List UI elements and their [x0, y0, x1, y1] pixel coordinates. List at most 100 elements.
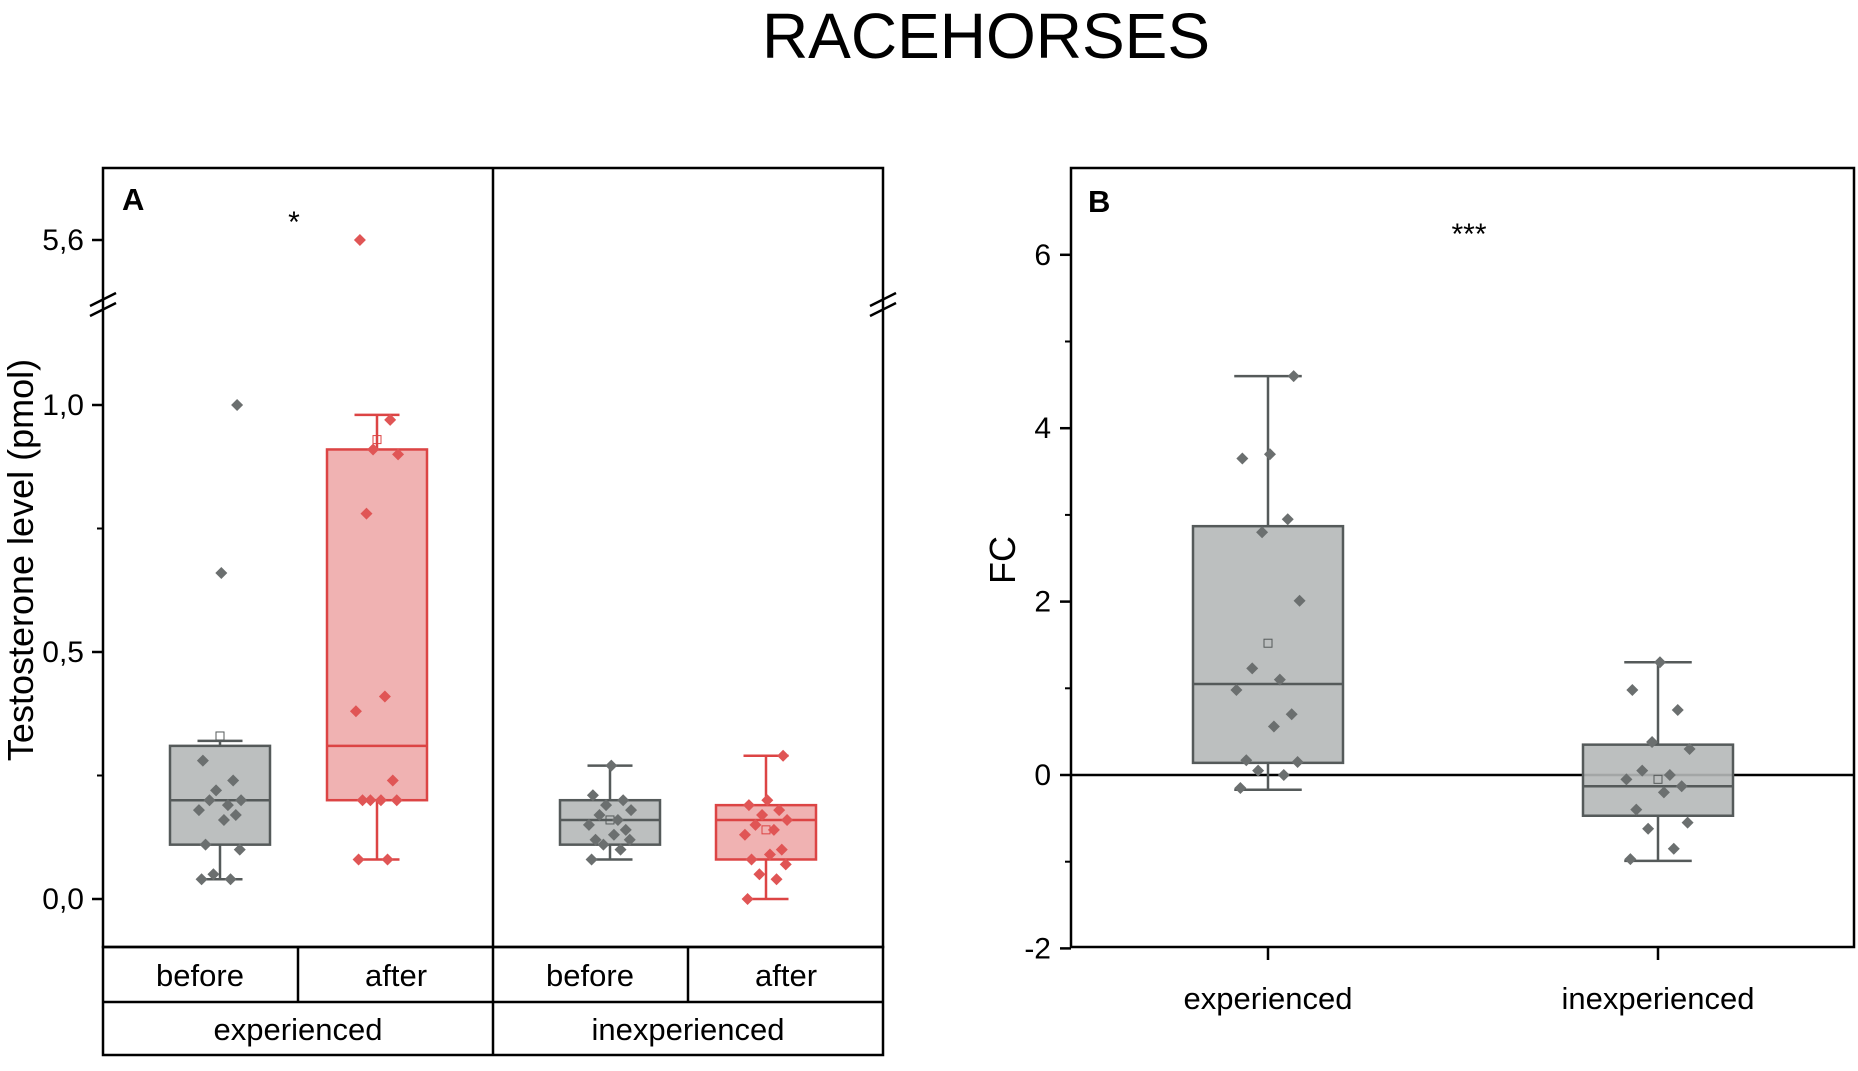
panel-a-inexperienced-after-data-point [742, 799, 755, 812]
panel-a-experienced-before-data-point [221, 799, 234, 812]
panel-a-y-ticks: 0,0 0,5 1,0 5,6 [42, 224, 103, 916]
panel-a-experienced-before-box [168, 744, 272, 846]
panel-b-experienced-box [1191, 524, 1345, 765]
panel-a-experienced-before-data-point [224, 873, 237, 886]
panel-a-experienced-before-data-point [215, 566, 228, 579]
panel-b-experienced-data-point [1285, 708, 1298, 721]
panel-b-inexperienced-data-point [1653, 656, 1666, 669]
panel-a-inexperienced-after-data-point [770, 873, 783, 886]
panel-a-experienced-before-data-point [231, 399, 244, 411]
panel-b-inexperienced-data-point [1636, 764, 1649, 777]
panel-a-letter: A [122, 182, 144, 217]
panel-b-experienced-data-point [1263, 448, 1276, 461]
panel-a-experienced-after-data-point [392, 448, 405, 461]
panel-b-x-tick-label: experienced [1184, 981, 1353, 1016]
panel-b-experienced-mean-marker [1263, 638, 1273, 648]
panel-a-experienced-before-data-point [207, 868, 220, 881]
panel-a-experienced-after-data-point [364, 794, 377, 807]
panel-b-inexperienced-data-point [1667, 842, 1680, 855]
panel-b-y-tick-label: 0 [1034, 759, 1051, 792]
panel-a-inexperienced-before-box [558, 798, 662, 846]
panel-a-experienced-before-data-point [227, 774, 240, 787]
panel-a-experienced-before-data-point [196, 754, 209, 767]
panel-a-y-tick-label: 0,0 [42, 883, 84, 916]
panel-a-condition-label: after [755, 958, 817, 993]
panel-b-experienced-data-point [1267, 720, 1280, 733]
panel-b-experienced-data-point [1291, 755, 1304, 768]
panel-a-experienced-after-data-point [384, 413, 397, 426]
panel-b-experienced-data-point [1236, 452, 1249, 465]
panel-a-inexperienced-before-data-point [586, 789, 599, 802]
panel-a-condition-label: before [546, 958, 634, 993]
panel-b-experienced-data-point [1252, 764, 1265, 777]
panel-b-inexperienced-data-point [1620, 773, 1633, 786]
panel-b-experienced-data-point [1240, 754, 1253, 767]
panel-a-inexperienced-after-data-point [741, 893, 754, 905]
panel-a-inexperienced-before-data-point [607, 828, 620, 841]
panel-a-inexperienced-before-data-point [614, 843, 627, 856]
panel-a-inexperienced-after-data-point [779, 858, 792, 871]
panel-b-experienced-data-point [1273, 673, 1286, 686]
panel-a-experienced-after-mean-marker [372, 435, 382, 445]
panel-a-inexperienced-before-data-point [585, 853, 598, 866]
panel-a-inexperienced-after-data-point [749, 818, 762, 831]
panel-a-inexperienced-after-data-point [781, 813, 794, 826]
panel-a-experienced-before-data-point [199, 838, 212, 851]
panel-b-inexperienced-data-point [1624, 853, 1637, 866]
panel-b-significance: *** [1451, 218, 1486, 251]
panel-a-experienced-before-data-point [192, 804, 205, 817]
panel-a-experienced-before-mean-marker [215, 731, 225, 741]
panel-a-experienced-after-data-point [353, 234, 366, 246]
panel-a-experienced-before-data-point [233, 843, 246, 856]
panel-a-inexperienced-after-data-point [756, 809, 769, 822]
panel-b-inexperienced-data-point [1646, 736, 1659, 749]
panel-b-experienced-data-point [1230, 684, 1243, 697]
panel-a-inexperienced-before-data-point [611, 813, 624, 826]
panel-a-experienced-after-data-point [374, 794, 387, 807]
panel-a-experienced-before-data-point [217, 813, 230, 826]
panel-a-inexperienced-before-data-point [619, 823, 632, 836]
panel-a-experienced-after-data-point [349, 705, 362, 718]
panel-b-experienced-data-point [1234, 782, 1247, 795]
panel-a-inexperienced-after-box [714, 803, 818, 861]
panel-b-boxes [1191, 370, 1735, 866]
panel-b-inexperienced-data-point [1630, 803, 1643, 816]
panel-b-y-tick-label: 6 [1034, 239, 1051, 272]
panel-a-break-mark-right [869, 291, 897, 318]
panel-a-inexperienced-after-data-point [745, 853, 758, 866]
panel-b-inexperienced-data-point [1663, 769, 1676, 781]
panel-b-inexperienced-data-point [1657, 786, 1670, 799]
panel-a-inexperienced-after-data-point [763, 848, 776, 861]
panel-b-x-tick-label: inexperienced [1561, 981, 1754, 1016]
panel-b-experienced-data-point [1293, 594, 1306, 607]
panel-b-inexperienced-box [1581, 743, 1735, 817]
panel-a-inexperienced-after-data-point [775, 843, 788, 856]
panel-b-inexperienced-data-point [1642, 822, 1655, 835]
panel-a-experienced-after-box [325, 448, 429, 802]
panel-a-experienced-after-data-point [378, 690, 391, 703]
panel-a-experienced-after-data-point [386, 774, 399, 787]
panel-b-frame [1069, 166, 1856, 949]
panel-a-inexperienced-before-data-point [625, 804, 638, 817]
panel-b-y-tick-label: 2 [1034, 586, 1051, 619]
panel-a-experienced-before-data-point [210, 784, 223, 797]
panel-a-inexperienced-after-data-point [761, 794, 774, 807]
panel-a-experienced-after-data-point [390, 794, 403, 807]
panel-a-y-tick-label: 1,0 [42, 389, 84, 422]
panel-a-y-tick-label: 5,6 [42, 224, 84, 257]
panel-a-experienced-before-data-point [229, 809, 242, 822]
panel-a-condition-label: before [156, 958, 244, 993]
panel-b-inexperienced-mean-marker [1653, 774, 1663, 784]
panel-b-inexperienced-data-point [1671, 703, 1684, 716]
panel-a-experienced-after-data-point [381, 853, 394, 866]
panel-a-experienced-before-data-point [195, 873, 208, 886]
panel-a-experienced-before-data-point [203, 794, 216, 807]
panel-a-experienced-after-data-point [352, 853, 365, 866]
panel-b-experienced-data-point [1287, 370, 1300, 383]
figure-title: RACEHORSES [762, 0, 1210, 72]
panel-a-inexperienced-after-data-point [738, 828, 751, 841]
panel-a-experienced-after-data-point [356, 794, 369, 807]
panel-b-experienced-data-point [1281, 513, 1294, 526]
panel-b-y-axis-label: FC [982, 536, 1023, 584]
